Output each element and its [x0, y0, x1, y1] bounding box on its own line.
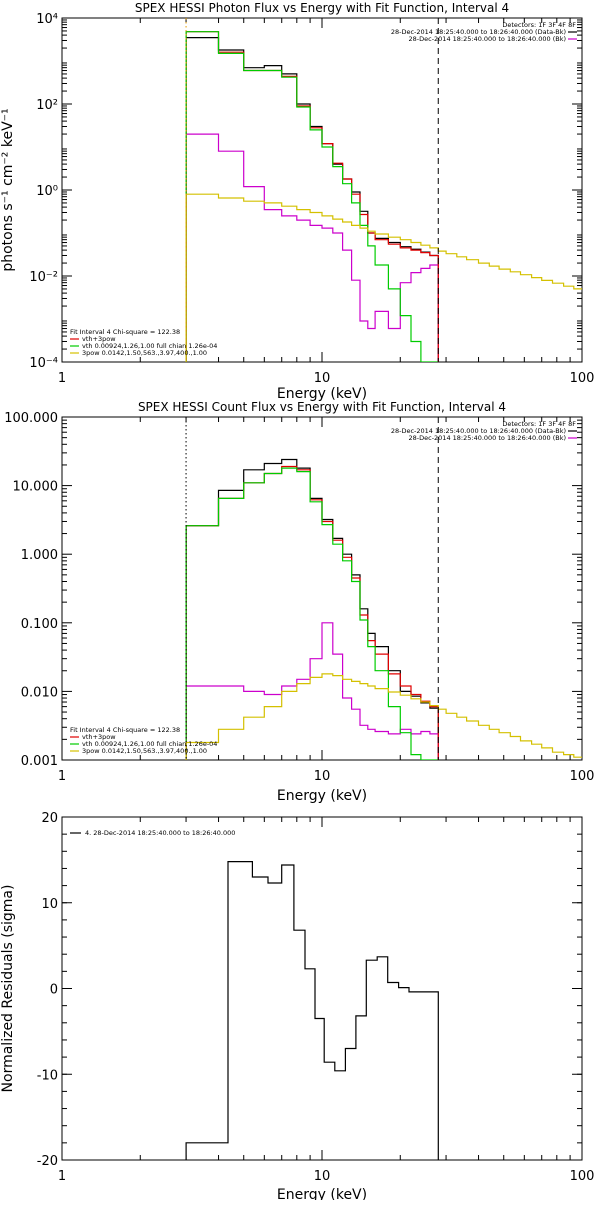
- y-tick-label: -10: [37, 1068, 58, 1083]
- panel-resid: 1 10 100 -20 -10 0 10 20 Energy (keV) Normalized …: [0, 811, 595, 1203]
- x-tick-label: 10: [314, 769, 331, 784]
- y-tick-label: 20: [41, 811, 58, 826]
- plot-frame: [61, 416, 583, 761]
- x-tick-label: 1: [58, 1169, 66, 1184]
- series-residuals: [185, 861, 439, 1160]
- chart-title: SPEX HESSI Photon Flux vs Energy with Fi…: [135, 1, 509, 15]
- x-tick-label: 100: [570, 769, 595, 784]
- series-vth: [185, 31, 439, 362]
- y-tick-label: 100.000: [4, 411, 58, 426]
- x-axis-label: Energy (keV): [277, 386, 367, 402]
- y-tick-label: 1.000: [21, 548, 58, 563]
- legend-text: 28-Dec-2014 18:25:40.000 to 18:26:40.000…: [409, 35, 567, 43]
- legend-text: Fit Interval 4 Chi-square = 122.38: [70, 726, 180, 734]
- y-tick-label: 10: [41, 897, 58, 912]
- y-tick-label: -20: [37, 1154, 58, 1169]
- y-tick-label: 10⁻²: [29, 270, 58, 285]
- chart-title: SPEX HESSI Count Flux vs Energy with Fit…: [138, 400, 506, 414]
- legend-text: Detectors: 1F 3F 4F 8F: [502, 21, 576, 29]
- legend-text: vth 0.00924,1.26,1.00 full chian 1.26e-0…: [82, 740, 217, 748]
- x-tick-label: 10: [314, 371, 331, 386]
- plot-frame: [61, 17, 583, 363]
- series-3pow: [185, 673, 582, 760]
- x-tick-label: 100: [570, 371, 595, 386]
- x-axis-label: Energy (keV): [277, 788, 367, 804]
- legend-text: vth 0.00924,1.26,1.00 full chian 1.26e-0…: [82, 342, 217, 350]
- y-tick-label: 0.100: [21, 617, 58, 632]
- plot-frame: [61, 816, 583, 1161]
- y-tick-label: 10⁰: [36, 184, 58, 199]
- y-tick-label: 10⁻⁴: [29, 356, 58, 371]
- y-axis-label: photons s⁻¹ cm⁻² keV⁻¹: [0, 108, 16, 271]
- panel-count: 1 10 100 0.001 0.010 0.100 1.000 10.000 100.000 S…: [4, 400, 594, 804]
- y-tick-label: 10⁴: [36, 12, 58, 27]
- x-axis-label: Energy (keV): [277, 1187, 367, 1200]
- legend-text: vth+3pow: [82, 733, 116, 741]
- y-tick-label: 10.000: [13, 480, 59, 495]
- legend-text: 28-Dec-2014 18:25:40.000 to 18:26:40.000…: [409, 434, 567, 442]
- x-tick-label: 10: [314, 1169, 331, 1184]
- legend-text: 28-Dec-2014 18:25:40.000 to 18:26:40.000…: [391, 427, 566, 435]
- x-tick-label: 1: [58, 371, 66, 386]
- series-group: [185, 861, 439, 1160]
- x-tick-label: 100: [570, 1169, 595, 1184]
- y-tick-label: 10²: [36, 98, 58, 113]
- series-group: [185, 31, 582, 362]
- legend-text: 3pow 0.0142,1.50,563.,3.97,400.,1.00: [82, 747, 207, 755]
- y-tick-label: 0: [50, 983, 58, 998]
- series-vth: [185, 467, 439, 760]
- y-tick-label: 0.001: [21, 754, 58, 769]
- legend-text: Detectors: 1F 3F 4F 8F: [502, 420, 576, 428]
- series-3pow: [185, 193, 582, 362]
- series-group: [185, 458, 582, 760]
- legend-text: Fit Interval 4 Chi-square = 122.38: [70, 328, 180, 336]
- y-tick-label: 0.010: [21, 685, 58, 700]
- x-tick-label: 1: [58, 769, 66, 784]
- y-axis-label: Normalized Residuals (sigma): [0, 885, 16, 1093]
- legend-text: 28-Dec-2014 18:25:40.000 to 18:26:40.000…: [391, 28, 566, 36]
- legend-text: 4. 28-Dec-2014 18:25:40.000 to 18:26:40.…: [85, 829, 235, 837]
- legend-text: 3pow 0.0142,1.50,563.,3.97,400.,1.00: [82, 349, 207, 357]
- panel-photon: 1 10 100 10⁻⁴ 10⁻² 10⁰ 10² 10⁴ SPEX HESSI Photon…: [0, 1, 594, 402]
- legend-text: vth+3pow: [82, 335, 116, 343]
- series-bk: [185, 133, 439, 362]
